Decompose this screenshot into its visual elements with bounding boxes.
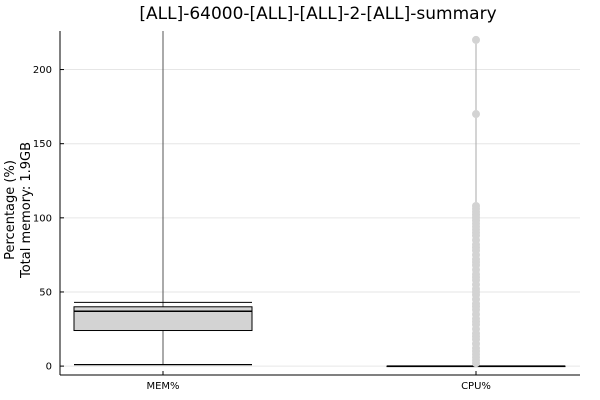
- x-tick-label: MEM%: [146, 381, 179, 392]
- box-mem: [73, 31, 253, 366]
- y-axis-label: Percentage (%): [3, 160, 18, 260]
- y-axis-label-memory: Total memory: 1.9GB: [19, 142, 34, 279]
- y-tick-label: 50: [39, 287, 52, 298]
- chart-title: [ALL]-64000-[ALL]-[ALL]-2-[ALL]-summary: [139, 4, 496, 24]
- axes: [59, 31, 580, 376]
- outlier-point: [472, 110, 480, 119]
- y-tick-label: 200: [33, 65, 52, 76]
- y-ticks: 0 50 100 150 200: [33, 65, 64, 373]
- y-tick-label: 100: [33, 213, 52, 224]
- box-cpu: [386, 35, 566, 368]
- outlier-point: [472, 35, 480, 44]
- iqr-box: [73, 306, 253, 332]
- x-ticks: MEM% CPU%: [146, 371, 491, 392]
- outlier-point: [472, 359, 480, 368]
- x-tick-label: CPU%: [461, 381, 491, 392]
- y-tick-label: 0: [46, 362, 52, 373]
- boxes-layer: [73, 31, 566, 368]
- y-tick-label: 150: [33, 139, 52, 150]
